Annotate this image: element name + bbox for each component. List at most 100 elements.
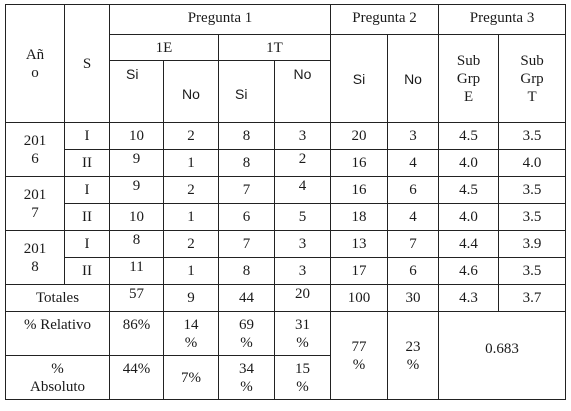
t-si-cell: 8 [218,149,275,177]
totals-p2-no: 30 [387,284,440,312]
relativo-t-si-text: 69 % [239,317,254,351]
sub-e-cell: 4.0 [438,203,500,231]
p2-si-cell: 17 [330,257,389,285]
p2-no-cell: 7 [387,230,440,258]
e-si-cell: 9 [109,176,164,204]
p2-no-cell: 4 [387,203,440,231]
absoluto-e-si: 44% [109,355,164,400]
t-si-cell: 7 [218,230,275,258]
relativo-label: % Relativo [5,311,110,356]
t-no-cell: 4 [273,176,332,204]
relativo-e-si: 86% [109,311,164,356]
t-si-header: Si [218,60,275,123]
absoluto-t-si: 34 % [218,355,275,400]
sub-t-cell: 3.5 [498,122,567,150]
sub-t-cell: 3.5 [498,257,567,285]
t-si-cell: 8 [218,122,275,150]
relativo-t-si: 69 % [218,311,275,356]
p2-si-cell: 20 [330,122,389,150]
e-si-cell: 9 [109,149,164,177]
p2-no-cell: 4 [387,149,440,177]
pregunta1-header: Pregunta 1 [108,4,332,35]
absoluto-t-no: 15 % [273,355,332,400]
absoluto-label: % Absoluto [5,355,110,400]
t-no-cell: 3 [273,122,332,150]
s-cell: I [64,176,110,204]
absoluto-e-no: 7% [163,355,219,400]
e-si-cell: 11 [109,257,164,285]
totals-t-no: 20 [273,284,332,312]
p2-si-cell: 16 [330,176,389,204]
totals-sub-t: 3.7 [498,284,567,312]
e-no-cell: 2 [163,176,219,204]
p2-no-cell: 3 [387,122,440,150]
year-label: 201 8 [23,240,47,275]
group-1t-header: 1T [217,34,332,61]
year-header: Añ o [5,4,65,123]
year-cell: 201 7 [5,176,65,231]
data-table: Añ o S Pregunta 1 Pregunta 2 Pregunta 3 … [5,4,567,400]
relativo-t-no-text: 31 % [295,317,310,351]
e-si-cell: 8 [109,230,164,258]
totals-e-si: 57 [109,284,164,312]
sub-t-cell: 3.5 [498,203,567,231]
group-1e-header: 1E [109,34,219,61]
year-header-label: Añ o [25,46,45,81]
pregunta2-header: Pregunta 2 [330,4,440,35]
relativo-label-text: % Relativo [23,317,92,333]
s-cell: II [64,257,110,285]
relativo-t-no: 31 % [273,311,332,356]
e-no-header: No [163,60,219,123]
totals-e-no: 9 [163,284,219,312]
totals-t-si: 44 [218,284,275,312]
relativo-p2-no-text: 23 % [405,338,421,373]
t-no-cell: 5 [273,203,332,231]
sub-e-cell: 4.6 [438,257,500,285]
p2-no-cell: 6 [387,257,440,285]
e-si-header: Si [109,60,164,123]
pregunta3-header: Pregunta 3 [438,4,567,35]
totals-p2-si: 100 [330,284,389,312]
sub-t-cell: 3.9 [498,230,567,258]
t-si-cell: 6 [218,203,275,231]
year-cell: 201 8 [5,230,65,285]
t-si-cell: 8 [218,257,275,285]
sub-e-cell: 4.5 [438,176,500,204]
relativo-p2-si-text: 77 % [351,338,367,373]
p2-no-header: No [387,34,440,123]
p2-si-cell: 16 [330,149,389,177]
t-no-cell: 3 [273,257,332,285]
relativo-e-no: 14 % [163,311,219,356]
t-no-cell: 3 [273,230,332,258]
p2-si-cell: 18 [330,203,389,231]
t-si-cell: 7 [218,176,275,204]
e-no-cell: 1 [163,203,219,231]
year-label: 201 6 [23,132,47,167]
sub-e-cell: 4.4 [438,230,500,258]
s-cell: II [64,149,110,177]
totals-sub-e: 4.3 [438,284,500,312]
e-no-cell: 1 [163,257,219,285]
relativo-p3: 0.683 [438,311,567,400]
e-si-cell: 10 [109,122,164,150]
absoluto-t-no-text: 15 % [295,361,310,395]
s-header: S [64,4,110,123]
sub-e-cell: 4.0 [438,149,500,177]
e-si-cell: 10 [109,203,164,231]
sub-t-cell: 4.0 [498,149,567,177]
e-no-cell: 2 [163,122,219,150]
p2-no-cell: 6 [387,176,440,204]
absoluto-label-text: % Absoluto [29,361,85,395]
relativo-p2-si: 77 % [330,311,389,400]
t-no-header: No [273,60,332,123]
year-label: 201 7 [23,186,47,221]
relativo-p2-no: 23 % [387,311,440,400]
p2-si-cell: 13 [330,230,389,258]
year-cell: 201 6 [5,122,65,177]
totals-label: Totales [5,284,110,312]
t-no-cell: 2 [273,149,332,177]
absoluto-t-si-text: 34 % [239,361,254,395]
e-no-cell: 1 [163,149,219,177]
subgrp-e-header: Sub Grp E [438,34,500,123]
sub-e-cell: 4.5 [438,122,500,150]
